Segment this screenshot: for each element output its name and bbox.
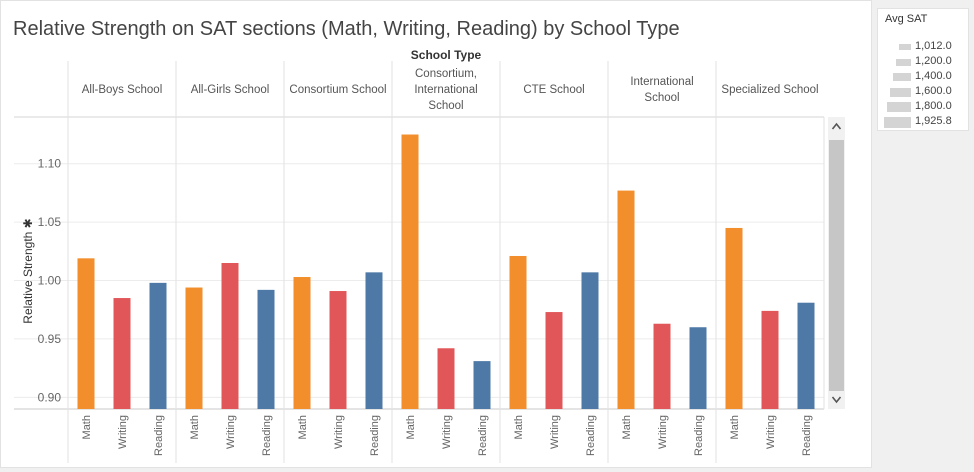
legend-item: 1,600.0 — [885, 84, 969, 100]
bar-math — [77, 258, 95, 409]
bar-chart: School Type 0.90 0.95 1.00 1.05 1.10 Relative … — [14, 48, 845, 463]
group-header-label: Consortium School — [289, 84, 386, 96]
bar-reading — [581, 272, 599, 409]
x-tick-label: Writing — [225, 415, 237, 449]
legend-item: 1,200.0 — [885, 54, 969, 70]
x-tick-label: Writing — [549, 415, 561, 449]
bar-reading — [149, 282, 167, 409]
legend-swatch — [899, 44, 911, 50]
legend-swatch — [890, 87, 911, 97]
x-tick-label: Reading — [369, 415, 381, 456]
legend-label: 1,800.0 — [915, 100, 952, 112]
group-header-label: All-Boys School — [82, 84, 163, 96]
x-tick-label: Writing — [657, 415, 669, 449]
x-tick-label: Reading — [477, 415, 489, 456]
x-tick-label: Math — [729, 415, 741, 439]
group-header-label: International — [630, 76, 693, 88]
y-tick-label: 1.00 — [38, 274, 62, 288]
y-tick-label: 0.95 — [38, 332, 62, 346]
x-tick-label: Writing — [765, 415, 777, 449]
scroll-up-button[interactable] — [828, 117, 845, 135]
x-tick-label: Math — [513, 415, 525, 439]
legend-label: 1,400.0 — [915, 70, 952, 82]
x-tick-label: Math — [297, 415, 309, 439]
group-header-label: Specialized School — [721, 84, 818, 96]
chevron-down-icon[interactable] — [831, 396, 842, 404]
legend-label: 1,925.8 — [915, 115, 952, 127]
bar-writing — [221, 263, 239, 409]
x-tick-label: Writing — [333, 415, 345, 449]
legend-label: 1,600.0 — [915, 85, 952, 97]
group-header-label: International — [414, 84, 477, 96]
x-tick-label: Reading — [693, 415, 705, 456]
x-tick-label: Reading — [585, 415, 597, 456]
x-tick-label: Math — [405, 415, 417, 439]
legend-swatch — [896, 58, 911, 66]
x-tick-label: Math — [621, 415, 633, 439]
x-tick-label: Reading — [261, 415, 273, 456]
legend-swatch — [887, 102, 911, 112]
bar-writing — [761, 310, 779, 409]
bar-writing — [545, 312, 563, 409]
x-tick-label: Reading — [801, 415, 813, 456]
bar-math — [185, 287, 203, 409]
group-header-label: School — [428, 100, 463, 112]
bar-writing — [113, 298, 131, 409]
legend-label: 1,012.0 — [915, 40, 952, 52]
legend-swatch — [893, 73, 911, 81]
legend-title: Avg SAT — [885, 13, 928, 25]
legend-item: 1,012.0 — [885, 39, 969, 55]
bar-writing — [437, 348, 455, 409]
y-tick-label: 1.10 — [38, 157, 62, 171]
x-tick-label: Reading — [153, 415, 165, 456]
bar-math — [293, 277, 311, 409]
bar-reading — [689, 327, 707, 409]
legend-item: 1,800.0 — [885, 99, 969, 115]
bar-reading — [473, 361, 491, 409]
legend-item: 1,925.8 — [884, 114, 969, 130]
scrollbar-thumb[interactable] — [829, 140, 844, 391]
chart-title: Relative Strength on SAT sections (Math,… — [13, 18, 680, 40]
bar-reading — [257, 289, 275, 409]
x-tick-label: Math — [189, 415, 201, 439]
bar-math — [401, 134, 419, 409]
bar-math — [509, 255, 527, 409]
x-tick-label: Math — [81, 415, 93, 439]
legend-item: 1,400.0 — [885, 69, 969, 85]
bar-writing — [329, 291, 347, 409]
x-tick-label: Writing — [441, 415, 453, 449]
scroll-down-button[interactable] — [828, 391, 845, 409]
x-tick-label: Writing — [117, 415, 129, 449]
group-header-label: All-Girls School — [191, 84, 270, 96]
chart-panel: Relative Strength on SAT sections (Math,… — [0, 0, 872, 468]
y-tick-label: 0.90 — [38, 390, 62, 404]
chevron-up-icon[interactable] — [831, 122, 842, 130]
column-header: School Type — [411, 48, 482, 62]
bar-reading — [797, 302, 815, 409]
y-tick-label: 1.05 — [38, 215, 62, 229]
bar-writing — [653, 323, 671, 409]
bar-math — [725, 227, 743, 409]
legend-label: 1,200.0 — [915, 55, 952, 67]
bar-math — [617, 190, 635, 409]
legend-avg-sat: Avg SAT 1,012.0 1,200.0 1,400.0 1,600.0 1,80… — [877, 8, 969, 131]
group-header-label: School — [644, 92, 679, 104]
legend-swatch — [884, 116, 911, 128]
y-axis-title: Relative Strength ✱ — [21, 218, 35, 323]
group-header-label: CTE School — [523, 84, 584, 96]
bar-reading — [365, 272, 383, 409]
group-header-label: Consortium, — [415, 68, 477, 80]
